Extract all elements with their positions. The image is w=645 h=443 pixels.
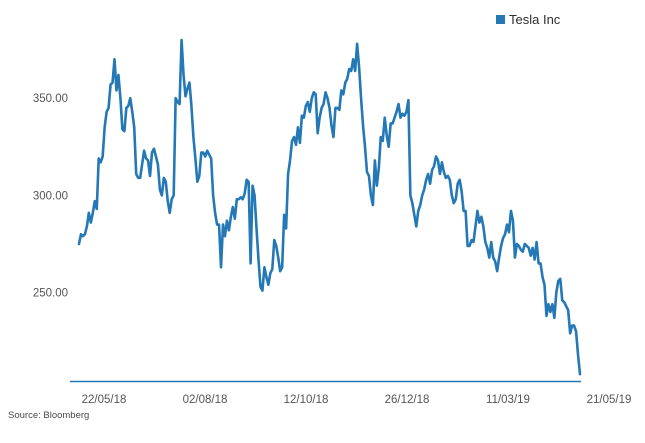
legend-label: Tesla Inc <box>509 12 561 27</box>
x-tick-label: 11/03/19 <box>486 394 530 406</box>
y-tick-label: 350.00 <box>33 93 68 105</box>
y-axis-ticks: 250.00 300.00 350.00 <box>33 93 68 299</box>
x-tick-label: 26/12/18 <box>385 394 430 406</box>
x-tick-label: 02/08/18 <box>183 394 228 406</box>
x-tick-label: 12/10/18 <box>284 394 329 406</box>
y-tick-label: 300.00 <box>33 190 68 202</box>
y-tick-label: 250.00 <box>33 288 68 300</box>
x-tick-label: 22/05/18 <box>82 394 127 406</box>
source-note: Source: Bloomberg <box>8 410 90 421</box>
legend-swatch <box>496 15 505 24</box>
x-tick-label: 21/05/19 <box>587 394 632 406</box>
x-axis-ticks: 22/05/18 02/08/18 12/10/18 26/12/18 11/03/19… <box>82 394 632 406</box>
series-line-tesla <box>77 38 582 376</box>
legend: Tesla Inc <box>496 12 560 27</box>
